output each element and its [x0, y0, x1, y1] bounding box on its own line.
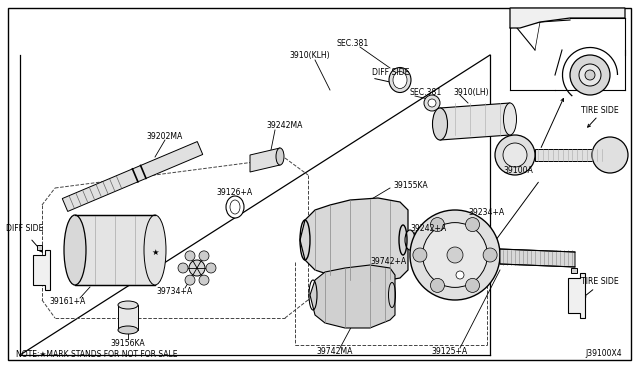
Circle shape — [413, 248, 427, 262]
Text: SEC.381: SEC.381 — [337, 38, 369, 48]
Ellipse shape — [504, 103, 516, 135]
Circle shape — [503, 143, 527, 167]
Circle shape — [483, 248, 497, 262]
Ellipse shape — [226, 196, 244, 218]
Polygon shape — [75, 215, 155, 285]
Ellipse shape — [433, 108, 447, 140]
Polygon shape — [500, 249, 575, 267]
Text: 39156KA: 39156KA — [111, 339, 145, 347]
Polygon shape — [535, 149, 605, 161]
Ellipse shape — [64, 215, 86, 285]
Text: DIFF SIDE: DIFF SIDE — [6, 224, 44, 232]
Text: SEC.381: SEC.381 — [410, 87, 442, 96]
Text: 39742MA: 39742MA — [317, 347, 353, 356]
Circle shape — [206, 263, 216, 273]
Text: 39742+A: 39742+A — [370, 257, 406, 266]
Text: 39202MA: 39202MA — [147, 131, 183, 141]
Circle shape — [199, 251, 209, 261]
Circle shape — [185, 251, 195, 261]
Circle shape — [495, 135, 535, 175]
Circle shape — [447, 247, 463, 263]
Ellipse shape — [405, 230, 415, 250]
Circle shape — [178, 263, 188, 273]
Circle shape — [465, 218, 479, 232]
Text: ★: ★ — [151, 247, 159, 257]
Ellipse shape — [118, 326, 138, 334]
Circle shape — [424, 95, 440, 111]
Ellipse shape — [230, 200, 240, 214]
Text: 39161+A: 39161+A — [50, 298, 86, 307]
Text: NOTE:★MARK STANDS FOR NOT FOR SALE: NOTE:★MARK STANDS FOR NOT FOR SALE — [16, 350, 177, 359]
Polygon shape — [300, 198, 408, 282]
Text: 3910(LH): 3910(LH) — [453, 87, 488, 96]
Polygon shape — [440, 103, 510, 140]
Circle shape — [199, 275, 209, 285]
Text: TIRE SIDE: TIRE SIDE — [581, 106, 619, 115]
Text: 39155KA: 39155KA — [393, 180, 428, 189]
Polygon shape — [37, 245, 42, 250]
Ellipse shape — [393, 71, 407, 89]
Circle shape — [431, 278, 444, 292]
Circle shape — [431, 218, 444, 232]
Circle shape — [592, 137, 628, 173]
Circle shape — [465, 278, 479, 292]
Polygon shape — [310, 265, 395, 328]
Text: TIRE SIDE: TIRE SIDE — [581, 278, 619, 286]
Text: 39125+A: 39125+A — [432, 347, 468, 356]
Text: 39242+A: 39242+A — [410, 224, 446, 232]
Polygon shape — [510, 8, 625, 28]
Polygon shape — [8, 8, 631, 360]
Text: 39242MA: 39242MA — [267, 121, 303, 129]
Polygon shape — [571, 268, 577, 273]
Ellipse shape — [276, 148, 284, 165]
Ellipse shape — [389, 67, 411, 93]
Circle shape — [579, 64, 601, 86]
Ellipse shape — [118, 301, 138, 309]
Circle shape — [585, 70, 595, 80]
Circle shape — [456, 271, 464, 279]
Text: 39734+A: 39734+A — [157, 288, 193, 296]
Circle shape — [410, 210, 500, 300]
Text: 3910(KLH): 3910(KLH) — [290, 51, 330, 60]
Text: 39100A: 39100A — [503, 166, 532, 174]
Circle shape — [570, 55, 610, 95]
Polygon shape — [33, 250, 50, 290]
Text: 39126+A: 39126+A — [217, 187, 253, 196]
Circle shape — [189, 260, 205, 276]
Ellipse shape — [144, 215, 166, 285]
Circle shape — [422, 222, 488, 288]
Polygon shape — [62, 142, 203, 211]
Text: J39100X4: J39100X4 — [586, 350, 622, 359]
Text: 39234+A: 39234+A — [468, 208, 504, 217]
Polygon shape — [250, 148, 280, 172]
Circle shape — [185, 275, 195, 285]
Text: DIFF SIDE: DIFF SIDE — [372, 67, 410, 77]
Polygon shape — [118, 305, 138, 330]
Circle shape — [428, 99, 436, 107]
Polygon shape — [568, 273, 585, 318]
